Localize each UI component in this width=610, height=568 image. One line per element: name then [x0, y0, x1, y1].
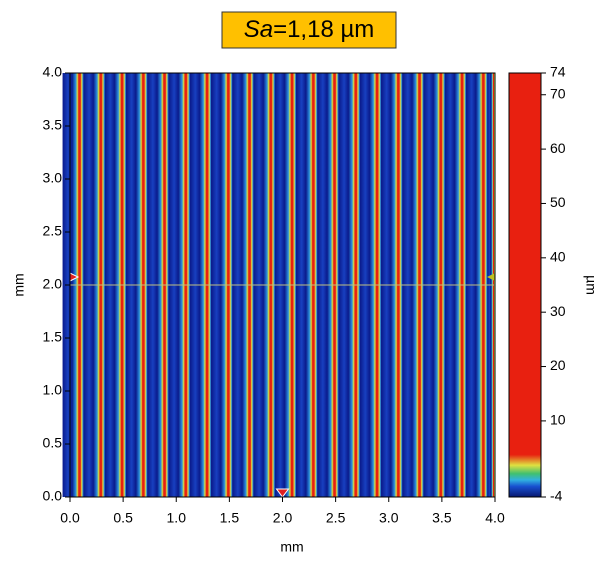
colorbar-tick-label: -4 [550, 488, 563, 504]
x-tick-label: 4.0 [485, 510, 505, 526]
colorbar-tick-label: 30 [550, 303, 566, 319]
x-axis-label: mm [280, 539, 303, 555]
y-tick-label: 2.0 [43, 276, 63, 292]
title-italic: Sa [244, 16, 273, 43]
title-rest: =1,18 µm [273, 16, 374, 43]
colorbar-tick-label: 50 [550, 194, 566, 210]
marker [487, 273, 495, 281]
y-tick-label: 4.0 [43, 64, 63, 80]
colorbar [508, 72, 542, 498]
x-tick-label: 2.0 [273, 510, 293, 526]
colorbar-label: µm [583, 275, 599, 295]
chart-title: Sa=1,18 µm [244, 16, 375, 43]
colorbar-tick-label: 20 [550, 357, 566, 373]
y-tick-label: 1.5 [43, 329, 63, 345]
x-tick-label: 2.5 [326, 510, 346, 526]
x-tick-label: 3.0 [379, 510, 399, 526]
y-tick-label: 3.5 [43, 117, 63, 133]
x-tick-label: 1.5 [220, 510, 240, 526]
colorbar-tick-label: 70 [550, 85, 566, 101]
colorbar-tick-label: 74 [550, 64, 566, 80]
y-tick-label: 0.5 [43, 435, 63, 451]
marker [275, 488, 290, 498]
y-tick-label: 0.0 [43, 488, 63, 504]
plot-area [62, 73, 495, 498]
x-tick-label: 3.5 [432, 510, 452, 526]
y-tick-label: 2.5 [43, 223, 63, 239]
x-tick-label: 0.0 [60, 510, 80, 526]
colorbar-tick-label: 60 [550, 140, 566, 156]
y-tick-label: 3.0 [43, 170, 63, 186]
title-box [221, 11, 397, 49]
x-tick-label: 0.5 [113, 510, 133, 526]
x-tick-label: 1.0 [167, 510, 187, 526]
colorbar-tick-label: 40 [550, 249, 566, 265]
colorbar-tick-label: 10 [550, 412, 566, 428]
y-tick-label: 1.0 [43, 382, 63, 398]
y-axis-label: mm [11, 273, 27, 296]
